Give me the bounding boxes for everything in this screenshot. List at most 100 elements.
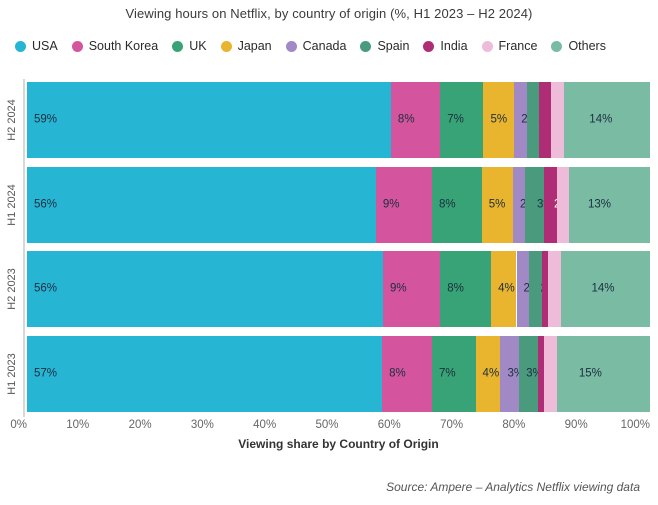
bar-segment-india <box>537 336 545 413</box>
segment-value-label: 59% <box>34 113 58 126</box>
bar-segment-south-korea <box>383 251 441 328</box>
bar-segment-south-korea <box>375 166 432 243</box>
segment-value-label: 9% <box>382 197 400 210</box>
bar-segment-india <box>541 251 549 328</box>
legend-dot-icon <box>551 40 563 52</box>
bar-segment-japan <box>483 82 515 158</box>
legend-item-spain: Spain <box>360 39 409 53</box>
x-axis-tick-label: 90% <box>564 419 588 431</box>
bar-segment-uk <box>440 82 484 158</box>
segment-value-label: 9% <box>390 282 407 295</box>
bar-segment-canada <box>500 336 520 413</box>
bar-segment-usa <box>27 251 383 328</box>
bar-segment-usa <box>27 336 383 413</box>
x-axis-tick-label: 0% <box>10 419 27 431</box>
legend-item-japan: Japan <box>220 39 272 53</box>
segment-value-label: 8% <box>397 113 415 126</box>
x-axis-tick-label: 60% <box>377 419 401 431</box>
bar-segment-others <box>556 336 650 413</box>
bar-segment-others <box>563 82 650 158</box>
y-axis-category-label: H2 2023 <box>5 268 18 311</box>
segment-value-label: 13% <box>587 197 611 210</box>
legend-label: Others <box>568 39 606 53</box>
x-axis-tick-label: 50% <box>315 419 339 431</box>
segment-value-label: 14% <box>589 113 613 126</box>
y-axis-category-label: H2 2024 <box>5 99 18 141</box>
legend-item-canada: Canada <box>285 39 347 53</box>
bar-segment-japan <box>475 336 501 413</box>
bar-segment-spain <box>519 336 538 413</box>
segment-value-label: 7% <box>438 367 456 380</box>
legend-label: Japan <box>237 39 272 53</box>
bar-segment-spain <box>529 251 542 328</box>
legend-dot-icon <box>285 40 297 52</box>
bar-segment-canada <box>516 251 530 328</box>
bar-segment-france <box>544 336 557 413</box>
bar-segment-uk <box>431 336 476 413</box>
x-axis-tick-label: 20% <box>128 419 152 431</box>
x-axis-title: Viewing share by Country of Origin <box>238 437 439 451</box>
x-axis-tick-label: 40% <box>253 419 277 431</box>
source-note: Source: Ampere – Analytics Netflix viewi… <box>386 480 640 494</box>
legend-dot-icon <box>220 40 232 52</box>
bar-segment-usa <box>27 82 391 158</box>
bar-segment-canada <box>512 166 526 243</box>
legend-dot-icon <box>172 40 184 52</box>
segment-value-label: 8% <box>389 367 406 380</box>
x-axis-tick-label: 30% <box>190 419 214 431</box>
bar-segment-others <box>569 166 650 243</box>
legend-label: Canada <box>302 39 347 53</box>
segment-value-label: 8% <box>447 282 464 295</box>
legend-item-south-korea: South Korea <box>71 39 159 53</box>
chart-title: Viewing hours on Netflix, by country of … <box>125 6 533 21</box>
legend-label: UK <box>189 39 207 53</box>
y-axis-category-holder: H2 2023 <box>0 251 23 327</box>
segment-value-label: 4% <box>498 282 515 295</box>
bar-segment-france <box>556 166 569 243</box>
legend-item-france: France <box>481 39 538 53</box>
segment-value-label: 14% <box>591 282 615 295</box>
bar-h1-2024: 56%9%8%5%2%3%2%2%13% <box>27 166 650 243</box>
bar-h2-2023: 56%9%8%4%2%2%1%2%14% <box>27 251 650 328</box>
x-axis-tick-label: 10% <box>66 419 90 431</box>
bar-segment-japan <box>491 251 517 328</box>
y-axis-line <box>23 79 25 417</box>
bar-segment-usa <box>27 166 376 243</box>
bar-h2-2024: 59%8%7%5%2%2%2%2%14% <box>27 82 650 158</box>
x-axis-tick-label: 80% <box>502 419 526 431</box>
y-axis-category-holder: H1 2024 <box>0 167 23 243</box>
legend-dot-icon <box>71 40 83 52</box>
bar-segment-india <box>538 82 552 158</box>
y-axis-category-label: H1 2023 <box>5 353 18 395</box>
legend-label: France <box>498 39 538 53</box>
segment-value-label: 56% <box>34 197 58 210</box>
legend-label: South Korea <box>88 39 159 53</box>
legend-label: Spain <box>377 39 410 53</box>
legend-dot-icon <box>423 40 435 52</box>
segment-value-label: 5% <box>488 197 506 210</box>
segment-value-label: 5% <box>490 113 508 126</box>
segment-value-label: 56% <box>34 282 58 295</box>
bar-segment-others <box>561 251 650 328</box>
legend: USA South Korea UK Japan Canada Spain India Fra… <box>15 39 606 53</box>
bar-segment-japan <box>481 166 513 243</box>
legend-label: USA <box>32 39 58 53</box>
segment-value-label: 3% <box>526 367 543 380</box>
bar-segment-india <box>544 166 557 243</box>
bar-segment-spain <box>526 82 539 158</box>
legend-dot-icon <box>15 40 26 52</box>
bar-segment-france <box>548 251 561 328</box>
segment-value-label: 7% <box>447 113 464 126</box>
legend-item-uk: UK <box>172 39 207 53</box>
legend-dot-icon <box>481 40 493 52</box>
legend-item-usa: USA <box>15 39 58 53</box>
legend-label: India <box>440 39 468 53</box>
x-axis-tick-label: 100% <box>620 419 650 431</box>
legend-item-others: Others <box>551 39 606 53</box>
bar-segment-south-korea <box>382 336 432 413</box>
bar-segment-canada <box>514 82 527 158</box>
legend-dot-icon <box>360 40 372 52</box>
segment-value-label: 57% <box>34 367 58 380</box>
segment-value-label: 3% <box>507 367 525 380</box>
